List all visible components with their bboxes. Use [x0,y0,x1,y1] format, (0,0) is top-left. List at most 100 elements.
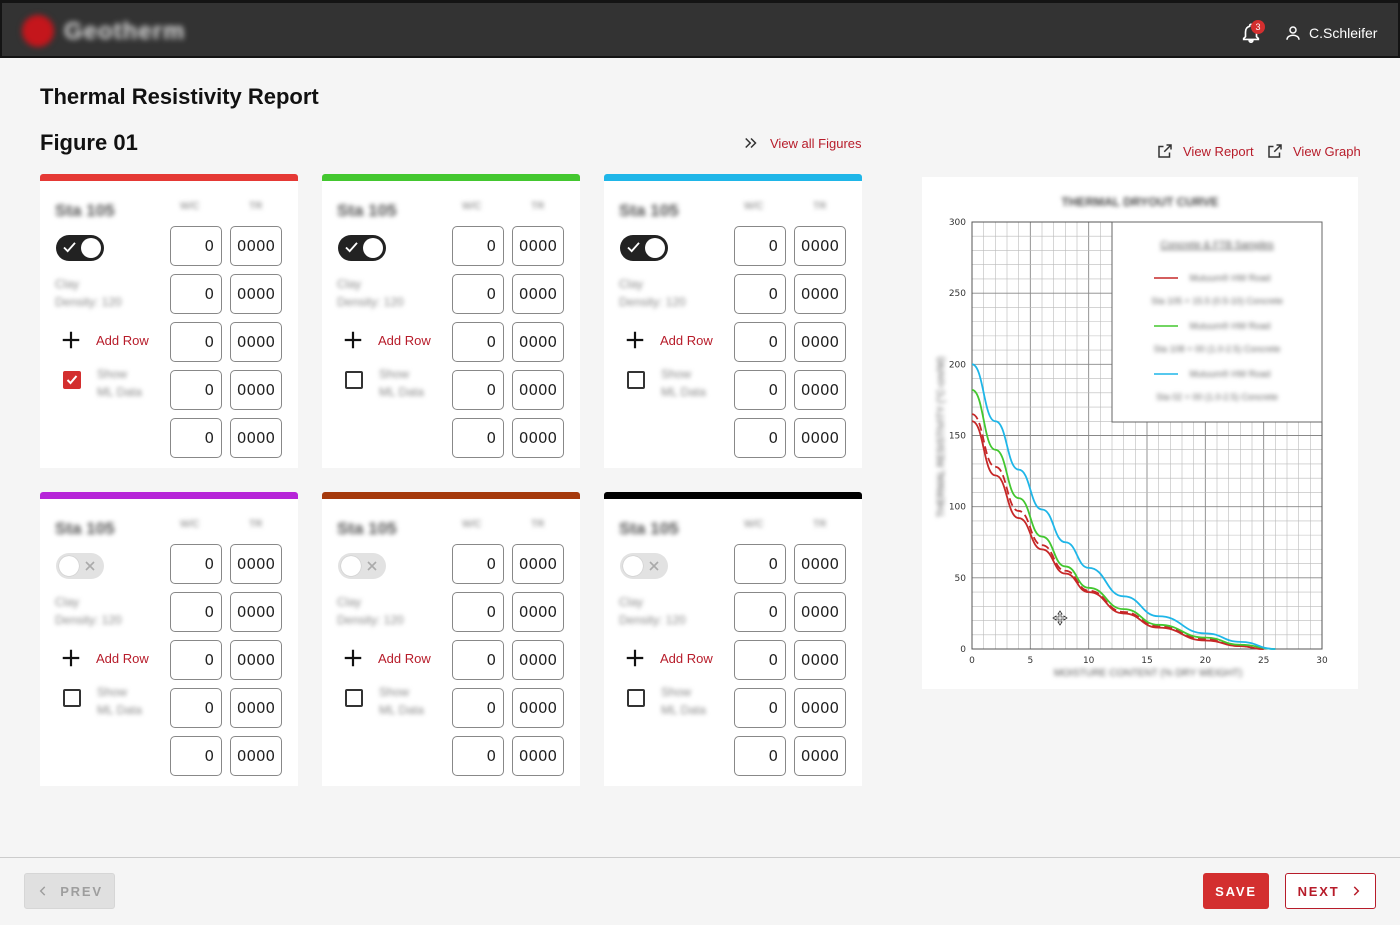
wc-input[interactable]: 0 [734,226,786,266]
tr-input[interactable]: 0000 [794,370,846,410]
tr-input[interactable]: 0000 [230,688,282,728]
add-row-button[interactable]: Add Row [342,329,431,351]
visibility-toggle[interactable] [56,553,104,579]
tr-input[interactable]: 0000 [230,370,282,410]
tr-input[interactable]: 0000 [512,322,564,362]
tr-input[interactable]: 0000 [230,274,282,314]
tr-input[interactable]: 0000 [512,592,564,632]
tr-input[interactable]: 0000 [230,592,282,632]
user-menu[interactable]: C.Schleifer [1284,22,1377,44]
wc-input[interactable]: 0 [734,688,786,728]
tr-input[interactable]: 0000 [794,640,846,680]
user-name: C.Schleifer [1309,25,1378,41]
wc-input[interactable]: 0 [452,688,504,728]
tr-input[interactable]: 0000 [512,226,564,266]
wc-input[interactable]: 0 [452,736,504,776]
wc-input[interactable]: 0 [452,418,504,458]
tr-input[interactable]: 0000 [230,226,282,266]
visibility-toggle[interactable] [338,553,386,579]
wc-input[interactable]: 0 [734,370,786,410]
x-tick-label: 30 [1316,656,1328,666]
tr-input[interactable]: 0000 [230,418,282,458]
wc-input[interactable]: 0 [452,226,504,266]
add-row-button[interactable]: Add Row [342,647,431,669]
wc-input[interactable]: 0 [452,322,504,362]
tr-input[interactable]: 0000 [512,274,564,314]
wc-input[interactable]: 0 [734,544,786,584]
tr-input[interactable]: 0000 [512,418,564,458]
add-row-label: Add Row [378,332,431,348]
tr-input[interactable]: 0000 [512,370,564,410]
soil-density: Density: 120 [337,295,404,309]
tr-input[interactable]: 0000 [794,544,846,584]
add-row-button[interactable]: Add Row [60,329,149,351]
next-label: NEXT [1297,883,1340,899]
show-ml-data-label: Show ML Data [379,365,424,401]
wc-input[interactable]: 0 [452,640,504,680]
wc-input[interactable]: 0 [170,640,222,680]
y-tick-label: 250 [949,289,966,299]
visibility-toggle[interactable] [620,235,668,261]
tr-input[interactable]: 0000 [794,592,846,632]
wc-input[interactable]: 0 [452,592,504,632]
show-ml-data-checkbox[interactable] [63,689,81,707]
x-tick-label: 0 [969,656,975,666]
column-header-tr: TR [249,201,263,212]
tr-input[interactable]: 0000 [230,640,282,680]
wc-input[interactable]: 0 [170,226,222,266]
show-ml-data-checkbox[interactable] [63,371,81,389]
tr-input[interactable]: 0000 [230,544,282,584]
x-tick-label: 20 [1200,656,1212,666]
visibility-toggle[interactable] [56,235,104,261]
wc-input[interactable]: 0 [170,544,222,584]
show-ml-data-checkbox[interactable] [627,371,645,389]
view-all-figures-link[interactable]: View all Figures [742,134,862,152]
brand-logo[interactable]: Geotherm [18,11,184,51]
add-row-button[interactable]: Add Row [60,647,149,669]
visibility-toggle[interactable] [620,553,668,579]
view-graph-label: View Graph [1293,143,1361,159]
wc-input[interactable]: 0 [734,418,786,458]
show-ml-data-checkbox[interactable] [345,689,363,707]
wc-input[interactable]: 0 [734,640,786,680]
wc-input[interactable]: 0 [734,736,786,776]
tr-input[interactable]: 0000 [512,688,564,728]
show-ml-data-checkbox[interactable] [345,371,363,389]
next-button[interactable]: NEXT [1285,873,1376,909]
tr-input[interactable]: 0000 [794,322,846,362]
add-row-button[interactable]: Add Row [624,647,713,669]
tr-input[interactable]: 0000 [230,322,282,362]
view-graph-link[interactable]: View Graph [1266,142,1361,160]
tr-input[interactable]: 0000 [794,274,846,314]
prev-button[interactable]: PREV [24,873,115,909]
tr-input[interactable]: 0000 [794,688,846,728]
wc-input[interactable]: 0 [170,592,222,632]
tr-input[interactable]: 0000 [794,736,846,776]
wc-input[interactable]: 0 [452,274,504,314]
wc-input[interactable]: 0 [170,688,222,728]
tr-input[interactable]: 0000 [512,544,564,584]
wc-input[interactable]: 0 [452,370,504,410]
tr-input[interactable]: 0000 [230,736,282,776]
tr-input[interactable]: 0000 [794,226,846,266]
wc-input[interactable]: 0 [170,274,222,314]
column-header-wc: W/C [462,201,482,212]
wc-input[interactable]: 0 [734,592,786,632]
wc-input[interactable]: 0 [170,322,222,362]
wc-input[interactable]: 0 [170,418,222,458]
save-button[interactable]: SAVE [1203,873,1269,909]
wc-input[interactable]: 0 [734,322,786,362]
tr-input[interactable]: 0000 [794,418,846,458]
tr-input[interactable]: 0000 [512,640,564,680]
visibility-toggle[interactable] [338,235,386,261]
tr-input[interactable]: 0000 [512,736,564,776]
view-report-link[interactable]: View Report [1156,142,1254,160]
wc-input[interactable]: 0 [452,544,504,584]
show-ml-data-checkbox[interactable] [627,689,645,707]
wc-input[interactable]: 0 [170,736,222,776]
wc-input[interactable]: 0 [734,274,786,314]
soil-info: Clay Density: 120 [619,593,686,629]
close-icon [85,561,95,571]
add-row-button[interactable]: Add Row [624,329,713,351]
wc-input[interactable]: 0 [170,370,222,410]
